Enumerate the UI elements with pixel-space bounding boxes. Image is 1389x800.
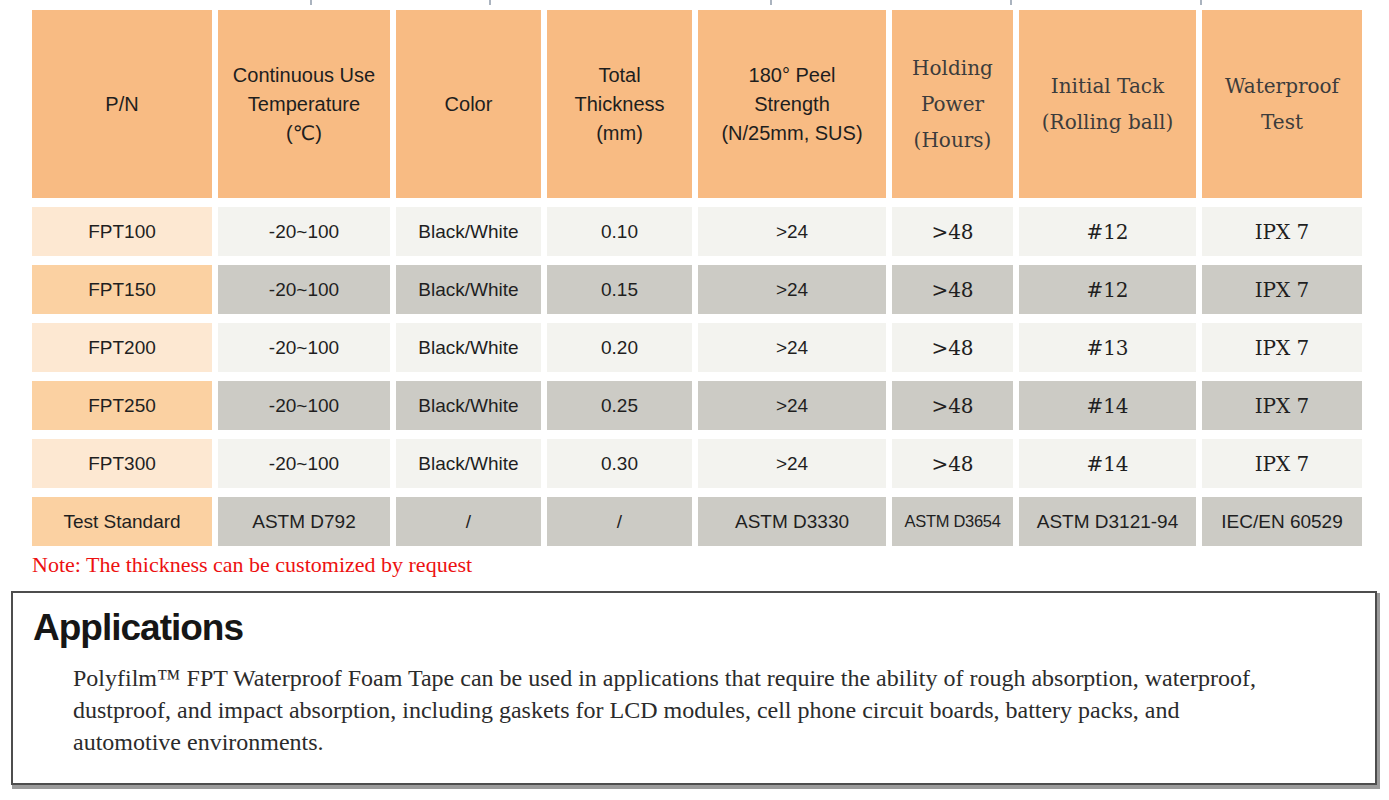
col-header-waterproof-test: Waterproof Test [1202,10,1362,198]
datasheet-page: P/N Continuous Use Temperature (℃) Color… [0,0,1389,800]
row-label: Test Standard [32,497,212,546]
cropped-text-artifact [770,0,772,5]
table-cell: ASTM D3330 [698,497,886,546]
table-cell: >48 [892,265,1013,314]
table-cell: >24 [698,439,886,488]
table-cell: #14 [1019,381,1196,430]
row-label: FPT250 [32,381,212,430]
table-cell: Black/White [396,207,541,256]
table-cell: >48 [892,207,1013,256]
row-label: FPT100 [32,207,212,256]
cropped-text-artifact [489,0,491,5]
col-header-thickness: Total Thickness (mm) [547,10,692,198]
table-cell: 0.25 [547,381,692,430]
table-cell: / [547,497,692,546]
table-cell: #12 [1019,207,1196,256]
table-cell: 0.30 [547,439,692,488]
table-cell: >24 [698,381,886,430]
table-cell: #12 [1019,265,1196,314]
table-cell: 0.10 [547,207,692,256]
applications-section: Applications Polyfilm™ FPT Waterproof Fo… [11,591,1377,785]
col-header-color: Color [396,10,541,198]
table-cell: Black/White [396,323,541,372]
col-header-temperature: Continuous Use Temperature (℃) [218,10,390,198]
thickness-note: Note: The thickness can be customized by… [32,552,472,578]
table-cell: 0.15 [547,265,692,314]
table-cell: 0.20 [547,323,692,372]
table-cell: ASTM D3654 [892,497,1013,546]
table-cell: IPX 7 [1202,265,1362,314]
table-cell: Black/White [396,381,541,430]
applications-body: Polyfilm™ FPT Waterproof Foam Tape can b… [73,662,1283,758]
cropped-text-artifact [310,0,312,5]
col-header-holding-power: Holding Power (Hours) [892,10,1013,198]
table-cell: -20~100 [218,265,390,314]
table-cell: ASTM D792 [218,497,390,546]
cropped-text-artifact [1010,0,1012,5]
col-header-initial-tack: Initial Tack (Rolling ball) [1019,10,1196,198]
table-cell: IPX 7 [1202,207,1362,256]
col-header-peel-strength: 180° Peel Strength (N/25mm, SUS) [698,10,886,198]
table-cell: >24 [698,323,886,372]
table-cell: ASTM D3121-94 [1019,497,1196,546]
table-cell: >24 [698,265,886,314]
table-cell: -20~100 [218,381,390,430]
table-cell: IPX 7 [1202,323,1362,372]
table-cell: IPX 7 [1202,439,1362,488]
table-cell: Black/White [396,265,541,314]
table-cell: #14 [1019,439,1196,488]
table-cell: / [396,497,541,546]
table-cell: IEC/EN 60529 [1202,497,1362,546]
row-label: FPT200 [32,323,212,372]
table-cell: Black/White [396,439,541,488]
row-label: FPT300 [32,439,212,488]
table-cell: >48 [892,439,1013,488]
table-cell: IPX 7 [1202,381,1362,430]
table-cell: >24 [698,207,886,256]
table-cell: -20~100 [218,207,390,256]
applications-title: Applications [33,607,1375,649]
col-header-pn: P/N [32,10,212,198]
table-cell: -20~100 [218,439,390,488]
table-cell: >48 [892,381,1013,430]
cropped-text-artifact [1200,0,1202,5]
table-cell: #13 [1019,323,1196,372]
spec-table: P/N Continuous Use Temperature (℃) Color… [32,10,1362,546]
table-cell: >48 [892,323,1013,372]
row-label: FPT150 [32,265,212,314]
table-cell: -20~100 [218,323,390,372]
